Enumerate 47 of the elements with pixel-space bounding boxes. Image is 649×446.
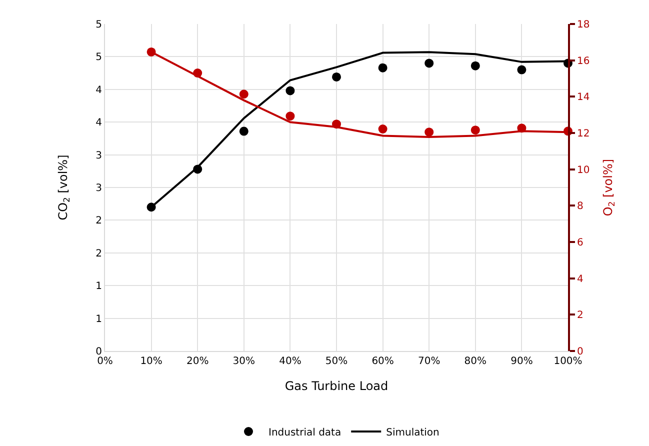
point: [517, 65, 526, 74]
y-tick-label: 5: [96, 52, 102, 64]
x-tick-label: 100%: [554, 356, 582, 367]
x-tick-label: 90%: [510, 356, 533, 367]
point: [286, 112, 295, 121]
point: [378, 124, 388, 134]
y2-tick-label: 8: [577, 201, 584, 212]
y2-tick-label: 4: [577, 274, 584, 285]
x-axis-title: Gas Turbine Load: [284, 378, 388, 393]
y-tick-label: 3: [96, 183, 102, 194]
x-tick-label: 0%: [97, 356, 113, 367]
y-tick-label: 4: [96, 118, 102, 129]
point: [424, 58, 434, 68]
y-tick-label: 2: [96, 248, 102, 260]
x-tick-label: 20%: [186, 356, 209, 367]
y-tick-label: 1: [96, 281, 102, 292]
y2-tick-label: 6: [577, 238, 584, 248]
point: [470, 61, 480, 70]
legend-label: Simulation: [386, 427, 440, 438]
y2-tick-label: 0: [577, 346, 584, 358]
y-tick-label: 2: [96, 216, 102, 227]
y-tick-label: 4: [96, 84, 102, 96]
y2-tick-label: 10: [577, 164, 590, 176]
x-tick-label: 70%: [418, 356, 440, 367]
point: [239, 90, 248, 99]
point: [470, 126, 480, 135]
x-tick-label: 10%: [140, 356, 162, 367]
y2-tick-label: 14: [577, 92, 590, 104]
y2-tick-label: 12: [577, 128, 590, 140]
x-tick-label: 60%: [372, 356, 394, 367]
point: [239, 126, 248, 136]
legend-label: Industrial data: [268, 427, 342, 438]
x-tick-label: 50%: [325, 356, 348, 367]
y-tick-label: 5: [96, 20, 102, 30]
x-tick-label: 30%: [232, 356, 256, 367]
y2-tick-label: 2: [577, 310, 584, 322]
point: [332, 72, 341, 82]
y2-tick-label: 16: [577, 56, 590, 67]
y-tick-label: 0: [96, 346, 102, 358]
y-tick-label: 3: [96, 150, 102, 162]
x-tick-label: 80%: [464, 356, 487, 367]
x-tick-label: 40%: [279, 356, 302, 367]
point: [424, 128, 434, 137]
point: [286, 86, 295, 96]
y2-tick-label: 18: [577, 20, 590, 30]
point: [378, 63, 388, 72]
y-tick-label: 1: [96, 314, 102, 325]
